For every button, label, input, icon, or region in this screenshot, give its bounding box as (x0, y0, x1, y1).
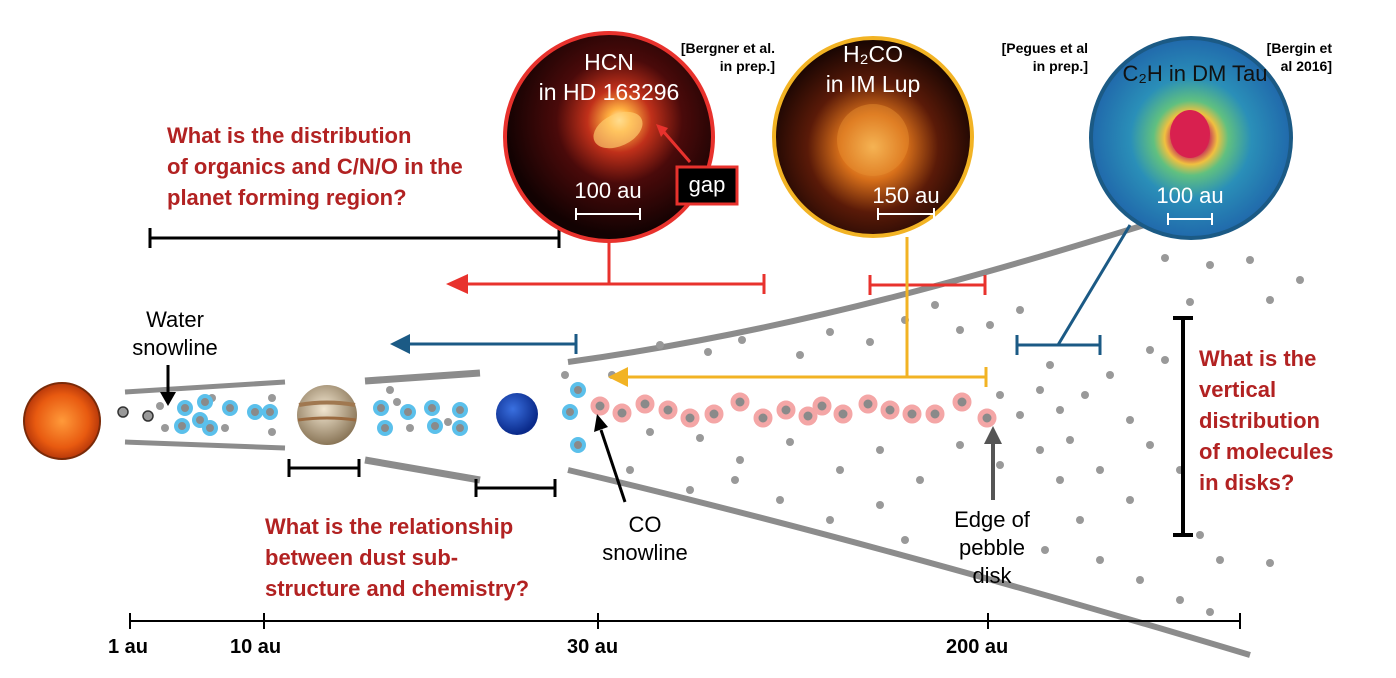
inset-hcn-molecule: HCN (584, 49, 634, 75)
inset-c2h-scale: 100 au (1156, 183, 1224, 208)
disk-edges (124, 211, 1251, 658)
jupiter-icon (297, 385, 357, 445)
inset-c2h-label: C₂H in DM Tau (1122, 61, 1268, 86)
water-ice-grains (174, 382, 586, 453)
question-vertical: What is the vertical distribution of molecu… (1199, 346, 1334, 495)
axis-tick-label: 10 au (230, 636, 282, 658)
question-organics: What is the distribution of organics and … (167, 123, 463, 210)
axis-tick-label: 30 au (567, 636, 619, 658)
pebble-edge-label: Edge of pebble disk (954, 507, 1030, 588)
sun-icon (23, 382, 101, 460)
inset-hcn-gap-label: gap (688, 172, 726, 197)
axis-tick-label: 1 au (108, 636, 149, 658)
distance-axis (129, 613, 1241, 629)
inset-hcn-target: in HD 163296 (538, 79, 680, 105)
rock-grain-icon (142, 410, 154, 422)
ref-h2co: [Pegues et al in prep.] (1001, 40, 1088, 74)
rock-grain-icon (117, 406, 129, 418)
co-snowline-label: CO snowline (602, 512, 688, 565)
h2co-range-arrow (608, 237, 988, 387)
c2h-range-bar (1015, 224, 1132, 355)
inner-range-arrow (390, 334, 578, 354)
ref-c2h: [Bergin et al 2016] (1266, 40, 1332, 74)
question-substructure: What is the relationship between dust sub… (265, 514, 530, 601)
co-snowline-arrow (594, 414, 627, 503)
neptune-icon (496, 393, 538, 435)
water-snowline-label: Water snowline (132, 307, 218, 360)
inset-hcn (503, 31, 739, 243)
pebble-edge-arrow (984, 426, 1002, 500)
inset-hcn-scale: 100 au (574, 178, 642, 203)
axis-tick-label: 200 au (946, 636, 1009, 658)
inset-h2co-molecule: H₂CO (842, 41, 904, 67)
range-bars (148, 228, 1193, 537)
inset-h2co (772, 36, 974, 238)
ref-hcn: [Bergner et al. in prep.] (680, 40, 775, 74)
inset-h2co-scale: 150 au (872, 183, 940, 208)
inset-c2h (1089, 36, 1293, 240)
water-snowline-arrow (160, 365, 176, 406)
inset-h2co-target: in IM Lup (825, 71, 921, 97)
hcn-range-arrow (446, 240, 987, 295)
co-ice-grains (590, 392, 997, 428)
